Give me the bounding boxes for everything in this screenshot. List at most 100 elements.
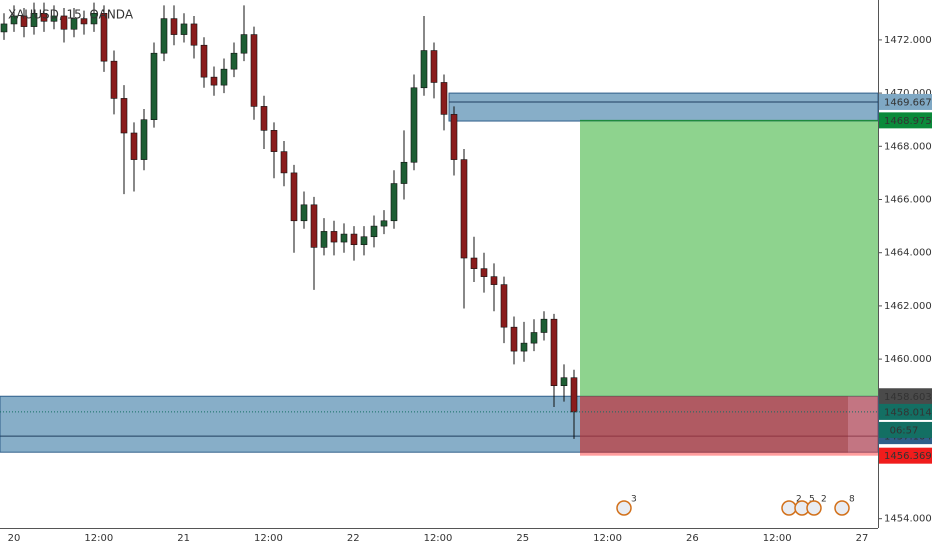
- candle-body: [30, 12, 38, 27]
- candle-body: [350, 233, 358, 246]
- price-badge: [879, 93, 932, 110]
- candle-body: [380, 220, 388, 227]
- candle-body: [520, 342, 528, 352]
- x-tick-label: 21: [177, 533, 190, 544]
- y-tick-label: 1464.000: [884, 248, 932, 259]
- candle-body: [460, 159, 468, 259]
- countdown-label: 06:57: [890, 425, 919, 436]
- candle-body: [160, 18, 168, 54]
- candle-body: [200, 44, 208, 78]
- x-tick-label: 22: [347, 533, 360, 544]
- price-badge: [879, 447, 932, 464]
- candle-body: [270, 130, 278, 152]
- candle-body: [320, 231, 328, 248]
- candle-body: [370, 225, 378, 238]
- y-tick-label: 1460.000: [884, 354, 932, 365]
- candle-body: [0, 23, 8, 33]
- y-tick-label: 1472.000: [884, 35, 932, 46]
- candle-body: [80, 18, 88, 25]
- candle-body: [190, 23, 198, 46]
- candle-body: [180, 23, 188, 35]
- event-icon: [834, 500, 850, 516]
- candle-body: [10, 15, 18, 25]
- candle-body: [100, 12, 108, 62]
- candle-body: [430, 50, 438, 83]
- y-tick-label: 1468.000: [884, 141, 932, 152]
- countdown-badge: [879, 421, 932, 438]
- chart-title: XAUUSD, 15, OANDA: [8, 8, 134, 22]
- candle-body: [240, 34, 248, 54]
- candle-body: [530, 332, 538, 344]
- candle-body: [400, 161, 408, 184]
- event-count: 2: [796, 495, 802, 505]
- candle-body: [230, 52, 238, 70]
- y-tick-label: 1462.000: [884, 301, 932, 312]
- zone: [448, 92, 879, 122]
- stop-overlay: [580, 396, 848, 453]
- candle-body: [40, 12, 48, 22]
- candle-body: [250, 34, 258, 107]
- event-icon: [616, 500, 632, 516]
- candle-body: [140, 119, 148, 160]
- event-icon: [781, 500, 797, 516]
- candle-body: [560, 377, 568, 386]
- candle-body: [570, 377, 578, 413]
- candle-body: [480, 268, 488, 277]
- candle-body: [110, 60, 118, 99]
- price-badge-label: 1458.014: [884, 407, 932, 418]
- candle-body: [60, 15, 68, 30]
- candle-body: [340, 233, 348, 243]
- x-tick-label: 27: [856, 533, 869, 544]
- candle-body: [220, 68, 228, 86]
- candle-body: [410, 87, 418, 163]
- x-tick-label: 26: [686, 533, 699, 544]
- x-tick-label: 12:00: [254, 533, 283, 544]
- price-badge-label: 1468.975: [884, 116, 932, 127]
- candle-body: [390, 183, 398, 222]
- price-badge-label: 1469.667: [884, 97, 932, 108]
- price-badge: [879, 388, 932, 405]
- candle-body: [130, 132, 138, 160]
- candle-body: [420, 50, 428, 89]
- candle-body: [20, 15, 28, 27]
- candle-body: [500, 284, 508, 328]
- candle-body: [50, 15, 58, 22]
- event-count: 3: [631, 495, 637, 505]
- y-tick-label: 1454.000: [884, 514, 932, 525]
- stop-area: [580, 396, 878, 456]
- price-badge-label: 1458.603: [884, 392, 932, 403]
- candle-body: [280, 151, 288, 174]
- candle-body: [540, 318, 548, 333]
- candle-body: [440, 82, 448, 115]
- candle-body: [330, 231, 338, 243]
- event-count: 8: [849, 495, 855, 505]
- price-badge: [879, 403, 932, 420]
- candle-body: [150, 52, 158, 120]
- candle-body: [90, 12, 98, 25]
- x-tick-label: 12:00: [763, 533, 792, 544]
- x-tick-label: 12:00: [424, 533, 453, 544]
- candle-body: [210, 76, 218, 86]
- x-tick-label: 12:00: [593, 533, 622, 544]
- candle-body: [70, 18, 78, 30]
- event-count: 5: [809, 495, 815, 505]
- candle-body: [450, 114, 458, 160]
- candle-body: [170, 18, 178, 35]
- event-count: 2: [821, 495, 827, 505]
- candle-body: [360, 236, 368, 246]
- candle-body: [470, 257, 478, 269]
- x-tick-label: 12:00: [84, 533, 113, 544]
- candle-body: [260, 106, 268, 131]
- candle-body: [120, 98, 128, 134]
- target-area: [580, 120, 878, 397]
- candle-body: [300, 204, 308, 222]
- candle-body: [490, 276, 498, 285]
- event-icon: [806, 500, 822, 516]
- x-tick-label: 25: [516, 533, 529, 544]
- candle-body: [550, 318, 558, 386]
- candle-body: [510, 326, 518, 352]
- candle-body: [310, 204, 318, 248]
- price-badge: [879, 112, 932, 129]
- y-tick-label: 1466.000: [884, 194, 932, 205]
